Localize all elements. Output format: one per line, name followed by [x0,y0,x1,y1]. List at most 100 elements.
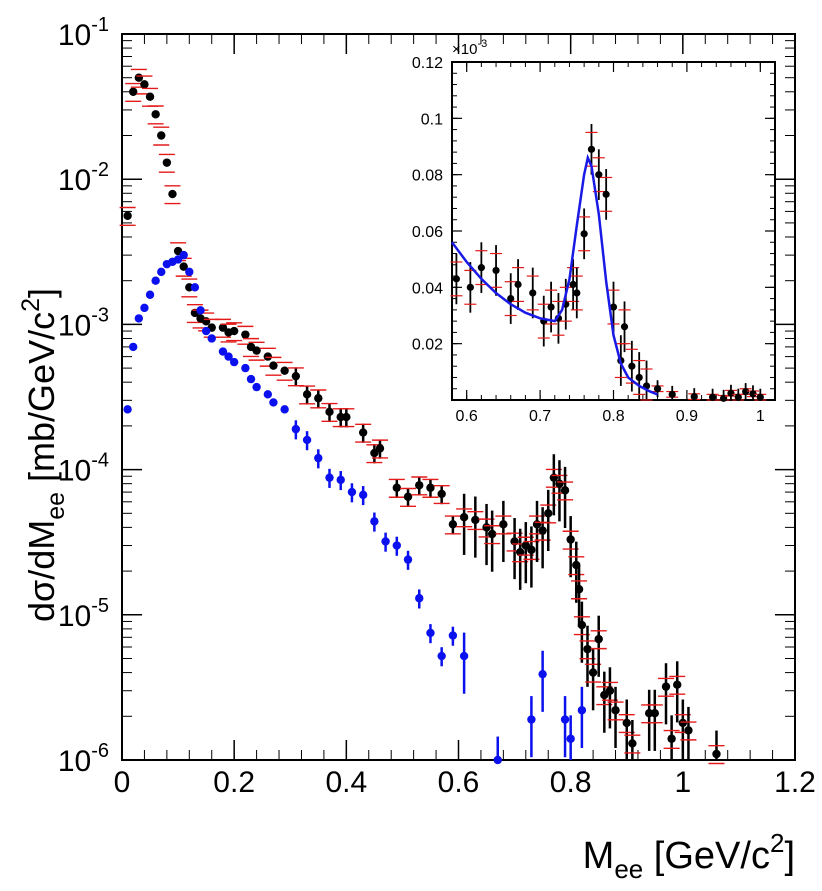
inset-data-point [569,280,577,289]
inset-data-point [653,385,662,393]
data-point [196,306,205,315]
data-point [358,428,368,437]
data-point [151,276,160,285]
y-axis-title-unit-sup: 2 [17,298,45,312]
data-point [538,669,547,679]
y-tick-label-exp: -1 [91,14,109,36]
inset-data-point [547,303,555,311]
y-tick-label: 10-1 [58,14,109,52]
inset-data-point [595,171,603,179]
inset-data-point [492,266,500,275]
data-point [415,481,424,490]
inset-data-point [628,362,636,370]
inset-data-point [573,289,581,297]
data-point [566,734,575,743]
data-point [611,706,620,715]
data-point [370,448,379,458]
x-axis-title-unit: [GeV/c [643,835,770,877]
data-point [583,644,592,654]
y-tick-label-base: 10 [58,745,91,778]
main-x-tick-labels: 0 0.2 0.4 0.6 0.8 1 1.2 [114,766,816,799]
data-point [515,547,525,557]
data-point [280,405,289,414]
inset-y-tick-label: 0.1 [421,111,443,128]
data-point [157,131,166,140]
data-point [201,326,211,336]
inset-data-point [749,390,757,398]
y-tick-label: 10-4 [58,450,109,488]
data-point [342,412,351,422]
data-point [482,523,491,532]
x-axis-title-sub: ee [614,854,643,884]
inset-data-series [450,123,767,402]
data-point [605,686,615,695]
data-point [566,535,575,544]
inset-y-tick-label: 0.04 [412,280,443,297]
data-point [594,634,603,644]
data-point [487,529,497,539]
data-point [555,479,564,488]
data-point [241,330,250,339]
inset-x-tick-label: 1 [756,408,765,425]
data-point [560,715,570,724]
data-point [218,347,228,356]
data-point [291,424,301,434]
data-point [224,352,233,361]
data-point [538,526,547,535]
inset-data-point [602,190,610,198]
main-data-series [119,68,725,765]
x-tick-label: 0.4 [325,766,367,799]
data-point [358,490,368,500]
data-point [628,739,637,748]
inset-data-point [477,264,485,272]
inset-y-tick-label: 0.12 [412,55,443,72]
inset-multiplier-base: ×10 [452,41,477,58]
data-point [437,489,446,499]
data-point [123,405,132,414]
data-point [448,631,458,640]
data-point [179,250,188,260]
data-point [263,352,273,361]
data-point [544,509,553,518]
x-axis-title-unit-sup: 2 [770,828,784,858]
data-point [678,718,688,728]
data-point [392,483,402,492]
data-point [588,668,598,677]
data-point [661,682,671,691]
data-point [437,651,446,661]
series-black-data [119,68,725,765]
data-point [459,651,469,661]
data-point [263,390,273,399]
y-tick-label-base: 10 [58,309,91,342]
inset-data-point [587,145,596,153]
data-point [375,444,385,453]
inset-data-point [529,289,537,297]
y-tick-label-base: 10 [58,455,91,488]
data-point [302,390,312,399]
data-point [123,211,132,220]
data-point [448,520,458,529]
data-point [650,709,659,718]
inset-data-point [709,393,717,401]
inset-x-tick-label: 0.6 [456,408,478,425]
data-point [493,755,502,765]
data-point [229,357,239,367]
inset-data-point [620,323,629,331]
data-point [577,620,587,630]
inset-data-point [514,280,522,289]
data-point [302,435,312,445]
data-point [129,342,138,352]
inset-y-tick-label: 0.08 [412,168,443,185]
inset-data-point [756,393,764,401]
data-point [140,80,149,89]
inset-axis-ticks [451,61,776,401]
data-point [577,706,587,715]
inset-fit-line [450,153,658,396]
inset-plot-frame [451,61,776,401]
x-tick-label: 0.6 [438,766,480,799]
inset-x-tick-label: 0.9 [676,408,698,425]
y-axis-title: dσ/dMee [mb/GeV/c2] [17,288,70,622]
x-tick-label: 1 [674,766,691,799]
y-axis-title-unit: [mb/GeV/c [21,312,62,492]
